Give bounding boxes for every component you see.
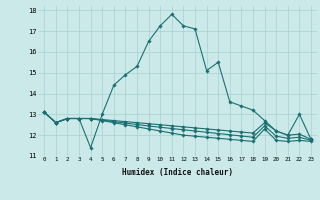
X-axis label: Humidex (Indice chaleur): Humidex (Indice chaleur) [122,168,233,177]
